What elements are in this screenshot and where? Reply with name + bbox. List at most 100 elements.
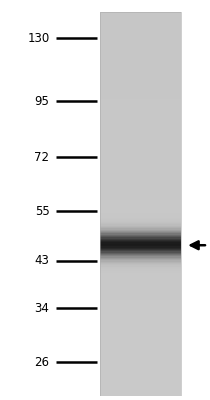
Bar — [100, 50, 181, 52]
Bar — [100, 237, 181, 238]
Bar — [100, 170, 181, 172]
Bar — [100, 73, 181, 75]
Bar — [100, 288, 181, 290]
Bar — [100, 42, 181, 44]
Bar — [100, 67, 181, 68]
Bar — [100, 71, 181, 72]
Bar — [100, 350, 181, 351]
Bar — [100, 354, 181, 355]
Bar — [100, 351, 181, 352]
Bar — [100, 262, 181, 263]
Bar — [100, 292, 181, 294]
Bar — [100, 186, 181, 187]
Bar — [100, 264, 181, 266]
Bar — [100, 337, 181, 338]
Bar — [100, 59, 181, 61]
Bar — [100, 35, 181, 36]
Bar — [100, 85, 181, 86]
Bar — [100, 128, 181, 130]
Bar — [100, 141, 181, 142]
Bar — [100, 72, 181, 74]
Bar — [100, 374, 181, 376]
Bar — [100, 379, 181, 381]
Bar — [100, 359, 181, 360]
Bar — [100, 324, 181, 326]
Bar — [100, 201, 181, 203]
Bar — [100, 183, 181, 185]
Bar — [100, 263, 181, 264]
Bar — [100, 127, 181, 128]
Bar — [100, 384, 181, 386]
Bar — [100, 96, 181, 98]
Bar — [100, 198, 181, 199]
Bar — [100, 360, 181, 362]
Bar — [100, 100, 181, 102]
Bar — [100, 297, 181, 299]
Bar — [100, 166, 181, 167]
Bar — [100, 82, 181, 84]
Bar — [100, 234, 181, 236]
Bar — [100, 112, 181, 113]
Bar — [100, 286, 181, 287]
Bar — [100, 172, 181, 173]
Bar — [100, 254, 181, 255]
Bar — [100, 364, 181, 365]
Bar — [100, 279, 181, 281]
Bar — [100, 377, 181, 378]
Bar — [100, 78, 181, 80]
Bar — [100, 296, 181, 298]
Bar — [100, 54, 181, 56]
Bar — [100, 70, 181, 71]
Bar — [100, 251, 181, 253]
Bar — [100, 284, 181, 286]
Bar — [100, 196, 181, 198]
Bar — [100, 265, 181, 267]
Bar — [100, 91, 181, 93]
Bar — [100, 86, 181, 88]
Bar — [100, 330, 181, 332]
Bar — [100, 76, 181, 77]
Bar — [100, 226, 181, 227]
Bar — [100, 218, 181, 219]
Bar — [100, 213, 181, 214]
Bar — [100, 131, 181, 132]
Bar — [100, 393, 181, 395]
Bar — [100, 388, 181, 390]
Bar — [100, 309, 181, 310]
Bar — [100, 352, 181, 354]
Bar — [100, 68, 181, 70]
Bar — [100, 227, 181, 228]
Bar — [100, 49, 181, 50]
Bar — [100, 246, 181, 248]
Bar — [100, 329, 181, 331]
Bar — [100, 117, 181, 118]
Bar — [100, 365, 181, 366]
Bar — [100, 274, 181, 276]
Bar — [100, 148, 181, 149]
Bar — [100, 382, 181, 383]
Bar — [100, 158, 181, 159]
Bar — [100, 134, 181, 135]
Bar — [100, 168, 181, 170]
Bar — [100, 302, 181, 304]
Text: 72: 72 — [34, 151, 49, 164]
Bar — [100, 99, 181, 100]
Bar — [100, 151, 181, 153]
Bar — [100, 200, 181, 202]
Bar — [100, 346, 181, 347]
Bar — [100, 74, 181, 76]
Bar — [100, 252, 181, 254]
Bar — [100, 355, 181, 356]
Bar — [100, 380, 181, 382]
Bar — [100, 126, 181, 127]
Bar — [100, 212, 181, 213]
Bar — [100, 17, 181, 18]
Bar — [100, 174, 181, 176]
Bar — [100, 240, 181, 241]
Bar — [100, 266, 181, 268]
Bar — [100, 156, 181, 158]
Bar — [100, 342, 181, 344]
Bar — [100, 185, 181, 186]
Bar — [100, 190, 181, 191]
Text: 34: 34 — [35, 302, 49, 315]
